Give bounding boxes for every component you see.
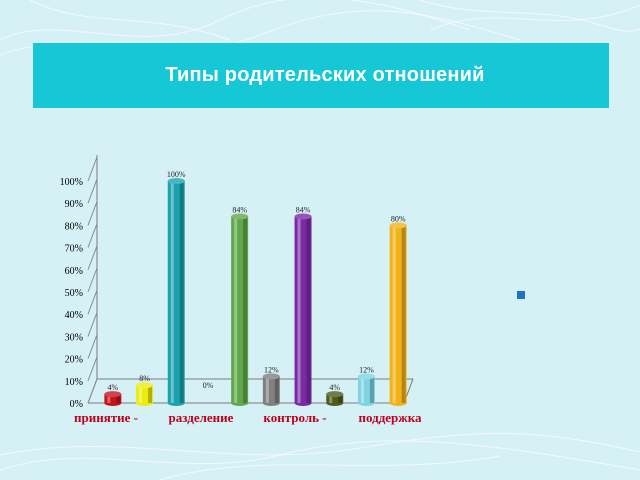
data-label: 8% [139,374,150,383]
bar-cap [104,391,122,398]
bar [262,373,280,407]
bar-highlight [265,376,269,403]
bar [389,222,407,407]
bar-highlight [297,216,301,403]
y-tick-label: 30% [65,332,83,343]
bar [167,178,185,407]
data-label: 84% [296,206,311,215]
bar-shadow [116,394,121,403]
data-label: 80% [391,214,406,223]
category-label: контроль - [263,410,326,425]
y-tick-label: 100% [60,177,83,188]
bar-cap [326,391,344,398]
data-labels: 4% 8% 100% 0% 84% 12% 84% 4% 12% 80% [108,170,406,392]
bar-cap [294,213,312,220]
y-tick-label: 40% [65,310,83,321]
bar-highlight [170,181,174,403]
title-banner: Типы родительских отношений [33,43,609,108]
y-gridline [87,334,98,359]
y-tick-label: 0% [70,399,83,410]
data-label: 4% [108,383,119,392]
y-gridline [87,356,98,381]
category-label: разделение [169,410,234,425]
bar-cap [389,222,407,229]
bar-highlight [329,394,333,403]
data-label: 4% [329,383,340,392]
data-label: 84% [232,206,247,215]
data-label: 0% [203,381,214,390]
chart-bars [104,178,407,407]
bar-highlight [360,376,364,403]
y-gridline [87,267,98,293]
bar-cap [262,373,280,380]
data-label: 12% [359,365,374,374]
y-tick-label: 70% [65,244,83,255]
category-labels: принятие - разделение контроль - поддержка [74,410,422,425]
bar-shadow [306,216,311,403]
bar-cap [231,213,249,220]
data-label: 100% [167,170,186,179]
y-gridline [87,378,98,404]
bar-highlight [392,225,396,403]
y-gridline [87,156,98,182]
bar [294,213,312,407]
bar-shadow [401,225,406,403]
y-tick-label: 10% [65,377,83,388]
category-label: поддержка [359,410,422,425]
bar [357,373,375,407]
category-label: принятие - [74,410,138,425]
y-axis-ticks: 0% 10% 20% 30% 40% 50% 60% 70% 80% 90% 100% [60,156,98,410]
y-tick-label: 20% [65,355,83,366]
bar-highlight [139,385,143,403]
bar-cap [136,382,154,389]
bar-shadow [179,181,184,403]
bar-shadow [274,376,279,403]
data-label: 12% [264,365,279,374]
bar [136,382,154,407]
bar-shadow [369,376,374,403]
bar-shadow [243,216,248,403]
y-gridline [87,201,98,226]
bar-highlight [234,216,238,403]
bar [326,391,344,407]
bar-highlight [107,394,111,403]
bar-cap [357,373,375,380]
bar-shadow [148,385,153,403]
y-tick-label: 60% [65,266,83,277]
y-tick-label: 90% [65,199,83,210]
bar-cap [167,178,185,184]
y-gridline [87,223,98,248]
y-gridline [87,245,98,270]
bar [104,391,122,407]
square-bullet-icon [517,291,525,299]
bar-shadow [338,394,343,403]
y-gridline [87,179,98,204]
bar [231,213,249,407]
y-tick-label: 50% [65,288,83,299]
slide-title: Типы родительских отношений [165,64,485,86]
y-gridline [87,290,98,315]
y-tick-label: 80% [65,221,83,232]
y-gridline [87,312,98,337]
